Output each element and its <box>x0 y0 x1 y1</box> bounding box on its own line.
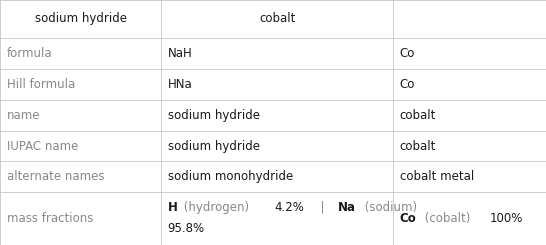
Text: sodium hydride: sodium hydride <box>168 139 259 153</box>
Text: Co: Co <box>400 212 417 225</box>
Text: IUPAC name: IUPAC name <box>7 139 78 153</box>
Text: name: name <box>7 109 40 122</box>
Text: sodium monohydride: sodium monohydride <box>168 170 293 184</box>
Text: cobalt metal: cobalt metal <box>400 170 474 184</box>
Text: 100%: 100% <box>490 212 523 225</box>
Text: HNa: HNa <box>168 78 192 91</box>
Text: Hill formula: Hill formula <box>7 78 75 91</box>
Text: cobalt: cobalt <box>259 12 295 25</box>
Text: sodium hydride: sodium hydride <box>168 109 259 122</box>
Text: alternate names: alternate names <box>7 170 104 184</box>
Text: Na: Na <box>337 201 355 214</box>
Text: (cobalt): (cobalt) <box>422 212 474 225</box>
Text: 4.2%: 4.2% <box>275 201 304 214</box>
Text: mass fractions: mass fractions <box>7 212 93 225</box>
Text: (hydrogen): (hydrogen) <box>180 201 253 214</box>
Text: Co: Co <box>400 47 415 60</box>
Text: cobalt: cobalt <box>400 109 436 122</box>
Text: H: H <box>168 201 177 214</box>
Text: |: | <box>313 201 332 214</box>
Text: (sodium): (sodium) <box>361 201 417 214</box>
Text: NaH: NaH <box>168 47 192 60</box>
Text: sodium hydride: sodium hydride <box>34 12 127 25</box>
Text: cobalt: cobalt <box>400 139 436 153</box>
Text: 95.8%: 95.8% <box>168 222 205 235</box>
Text: Co: Co <box>400 78 415 91</box>
Text: formula: formula <box>7 47 52 60</box>
